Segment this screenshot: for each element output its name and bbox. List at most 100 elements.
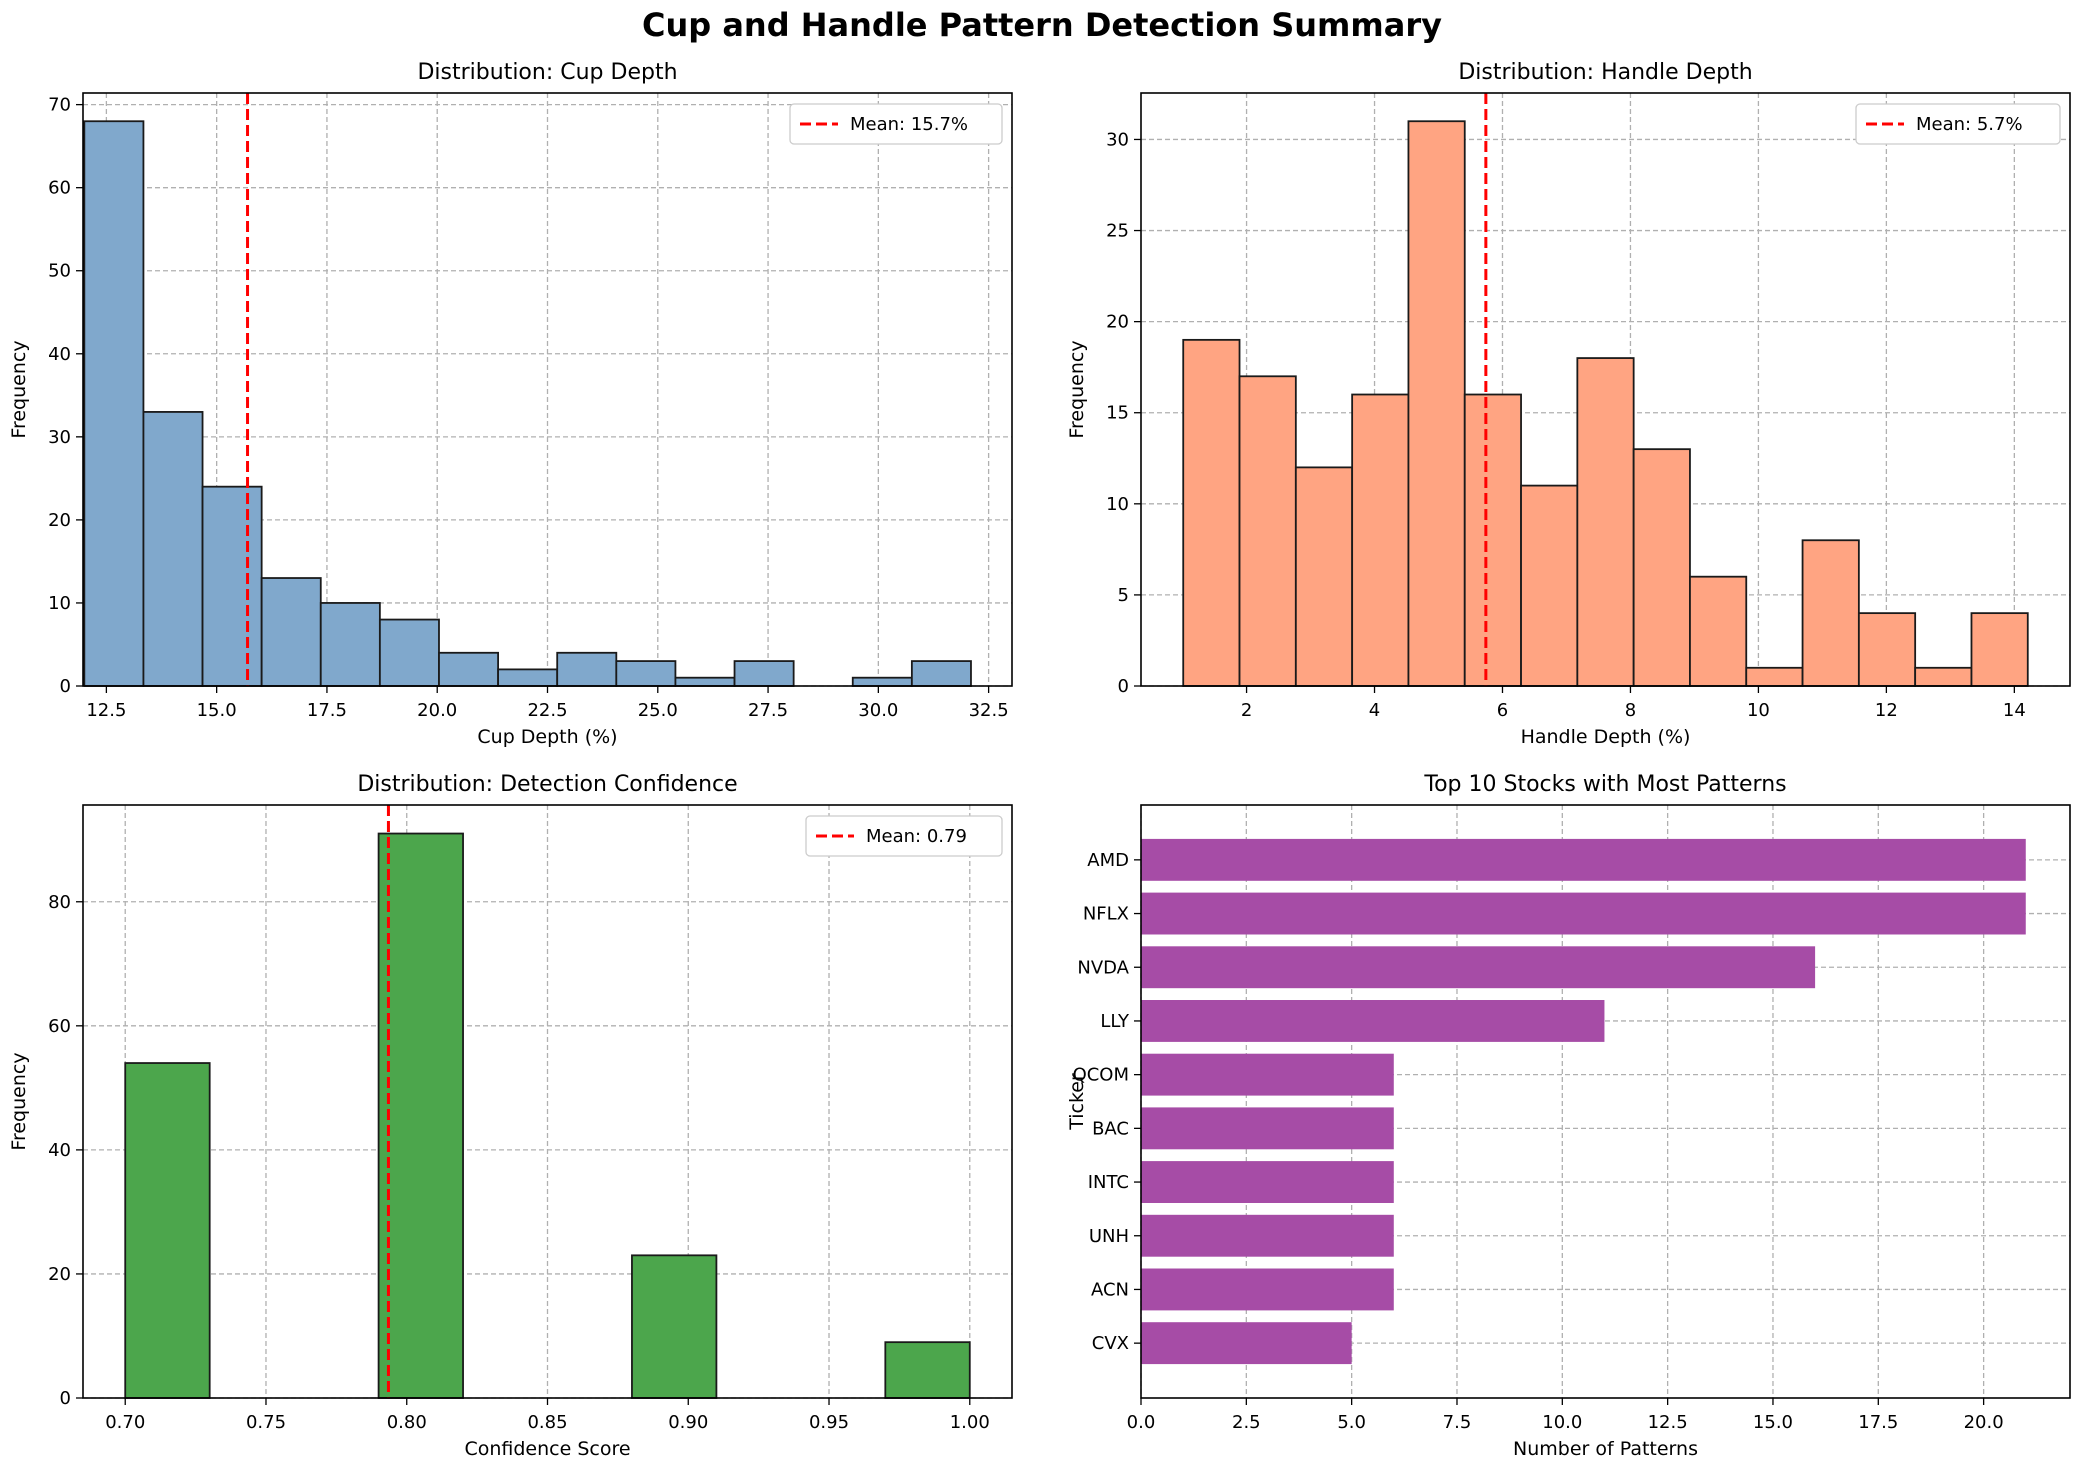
y-tick-label: 20 xyxy=(48,1264,71,1285)
histogram-bar xyxy=(1632,448,1691,687)
x-tick-label: 17.5 xyxy=(1858,1412,1898,1433)
y-tick-label: 0 xyxy=(60,1388,71,1409)
bar-lly xyxy=(1141,1000,1605,1042)
bar-qcom xyxy=(1141,1053,1394,1096)
y-tick-label: INTC xyxy=(1088,1172,1129,1193)
histogram-bar xyxy=(260,577,322,687)
histogram-bar xyxy=(377,832,464,1399)
x-tick-label: 15.0 xyxy=(197,700,237,721)
x-tick-label: 0.85 xyxy=(527,1412,567,1433)
y-tick-label: 30 xyxy=(48,427,71,448)
histogram-bar xyxy=(1576,357,1635,687)
histogram-bar xyxy=(142,411,204,687)
y-tick-label: 50 xyxy=(48,261,71,282)
figure-title: Cup and Handle Pattern Detection Summary xyxy=(642,6,1442,44)
x-tick-label: 4 xyxy=(1369,700,1380,721)
y-tick-label: 0 xyxy=(60,676,71,697)
histogram-bar xyxy=(438,651,499,687)
histogram-bar xyxy=(884,1341,971,1399)
x-tick-label: 32.5 xyxy=(969,700,1009,721)
axes-frame xyxy=(1140,804,2071,1399)
histogram-bar xyxy=(1689,575,1748,687)
x-tick-label: 27.5 xyxy=(748,700,788,721)
legend-label: Mean: 0.79 xyxy=(866,826,967,847)
histogram-bar xyxy=(378,618,440,687)
x-tick-label: 20.0 xyxy=(417,700,457,721)
histogram-bar xyxy=(733,660,795,687)
y-tick-label: 80 xyxy=(48,892,71,913)
legend-box xyxy=(805,815,1003,857)
x-tick-label: 2.5 xyxy=(1232,1412,1261,1433)
y-tick-label: 60 xyxy=(48,178,71,199)
x-tick-label: 22.5 xyxy=(527,700,567,721)
panel-title: Distribution: Cup Depth xyxy=(417,60,677,85)
x-tick-label: 0.70 xyxy=(105,1412,145,1433)
histogram-bar xyxy=(1857,612,1917,687)
bar-acn xyxy=(1141,1268,1394,1311)
histogram-bar xyxy=(497,668,559,687)
chart-panel-4: 0.0 2.5 5.0 7.5 10.0 12.5 15.0 17.5 20.0 AMD NFLX N… xyxy=(1066,772,2071,1460)
y-tick-label: 20 xyxy=(48,510,71,531)
histogram-bar xyxy=(1294,466,1354,687)
x-tick-label: 0.90 xyxy=(668,1412,708,1433)
histogram-bar xyxy=(1463,393,1522,687)
x-tick-label: 7.5 xyxy=(1443,1412,1472,1433)
bar-cvx xyxy=(1141,1322,1352,1365)
legend: Mean: 5.7% xyxy=(1855,103,2061,145)
y-tick-label: 0 xyxy=(1118,676,1129,697)
x-tick-label: 14 xyxy=(2003,700,2026,721)
y-tick-label: UNH xyxy=(1089,1226,1129,1247)
bar-amd xyxy=(1141,838,2026,881)
x-axis-label: Handle Depth (%) xyxy=(1521,726,1691,748)
chart-panel-1: 12.5 15.0 17.5 20.0 22.5 25.0 27.5 30.0 32.5 0 10 2… xyxy=(8,60,1013,748)
legend: Mean: 0.79 xyxy=(805,815,1003,857)
histogram-bar xyxy=(1520,484,1579,687)
x-tick-label: 2 xyxy=(1241,700,1252,721)
x-tick-label: 15.0 xyxy=(1753,1412,1793,1433)
y-tick-label: 15 xyxy=(1106,403,1129,424)
histogram-bar xyxy=(1970,612,2029,687)
histogram-bar xyxy=(83,120,145,687)
histogram-bar xyxy=(910,660,972,687)
x-tick-label: 8 xyxy=(1625,700,1636,721)
y-tick-label: ACN xyxy=(1091,1279,1129,1300)
x-tick-label: 30.0 xyxy=(858,700,898,721)
bar-bac xyxy=(1141,1107,1394,1150)
y-tick-label: 5 xyxy=(1118,585,1129,606)
histogram-bar xyxy=(1407,120,1466,687)
legend-box xyxy=(789,103,1003,145)
histogram-bar xyxy=(1238,375,1297,687)
histogram-bar xyxy=(1182,338,1241,687)
legend: Mean: 15.7% xyxy=(789,103,1003,145)
x-axis-label: Cup Depth (%) xyxy=(477,726,617,748)
panel-title: Top 10 Stocks with Most Patterns xyxy=(1423,772,1786,797)
histogram-bar xyxy=(1801,539,1860,687)
histogram-bar xyxy=(1745,666,1804,687)
y-tick-label: BAC xyxy=(1092,1118,1129,1139)
x-tick-label: 10.0 xyxy=(1542,1412,1582,1433)
y-tick-label: 20 xyxy=(1106,312,1129,333)
x-tick-label: 10 xyxy=(1747,700,1770,721)
y-tick-label: 10 xyxy=(1106,494,1129,515)
y-axis-label: Frequency xyxy=(8,340,30,438)
y-tick-label: NFLX xyxy=(1083,904,1129,925)
y-tick-label: 60 xyxy=(48,1016,71,1037)
histogram-bar xyxy=(124,1062,211,1399)
legend-label: Mean: 5.7% xyxy=(1916,114,2023,135)
x-tick-label: 0.75 xyxy=(246,1412,286,1433)
chart-panel-3: 0.70 0.75 0.80 0.85 0.90 0.95 1.00 0 20 40 60 80 Dis… xyxy=(8,772,1013,1460)
x-tick-label: 12.5 xyxy=(86,700,126,721)
legend-box xyxy=(1855,103,2061,145)
bar-intc xyxy=(1141,1161,1394,1203)
x-tick-label: 0.80 xyxy=(387,1412,427,1433)
y-tick-label: 10 xyxy=(48,593,71,614)
histogram-bar xyxy=(201,485,263,687)
x-tick-label: 6 xyxy=(1497,700,1508,721)
x-tick-label: 20.0 xyxy=(1964,1412,2004,1433)
y-tick-label: NVDA xyxy=(1077,957,1129,978)
chart-panel-2: 2 4 6 8 10 12 14 0 5 10 15 20 25 30 Distribution: Hand… xyxy=(1066,60,2071,748)
bar-unh xyxy=(1141,1214,1394,1257)
histogram-bar xyxy=(1914,666,1973,687)
y-axis-label: Frequency xyxy=(1066,340,1088,438)
